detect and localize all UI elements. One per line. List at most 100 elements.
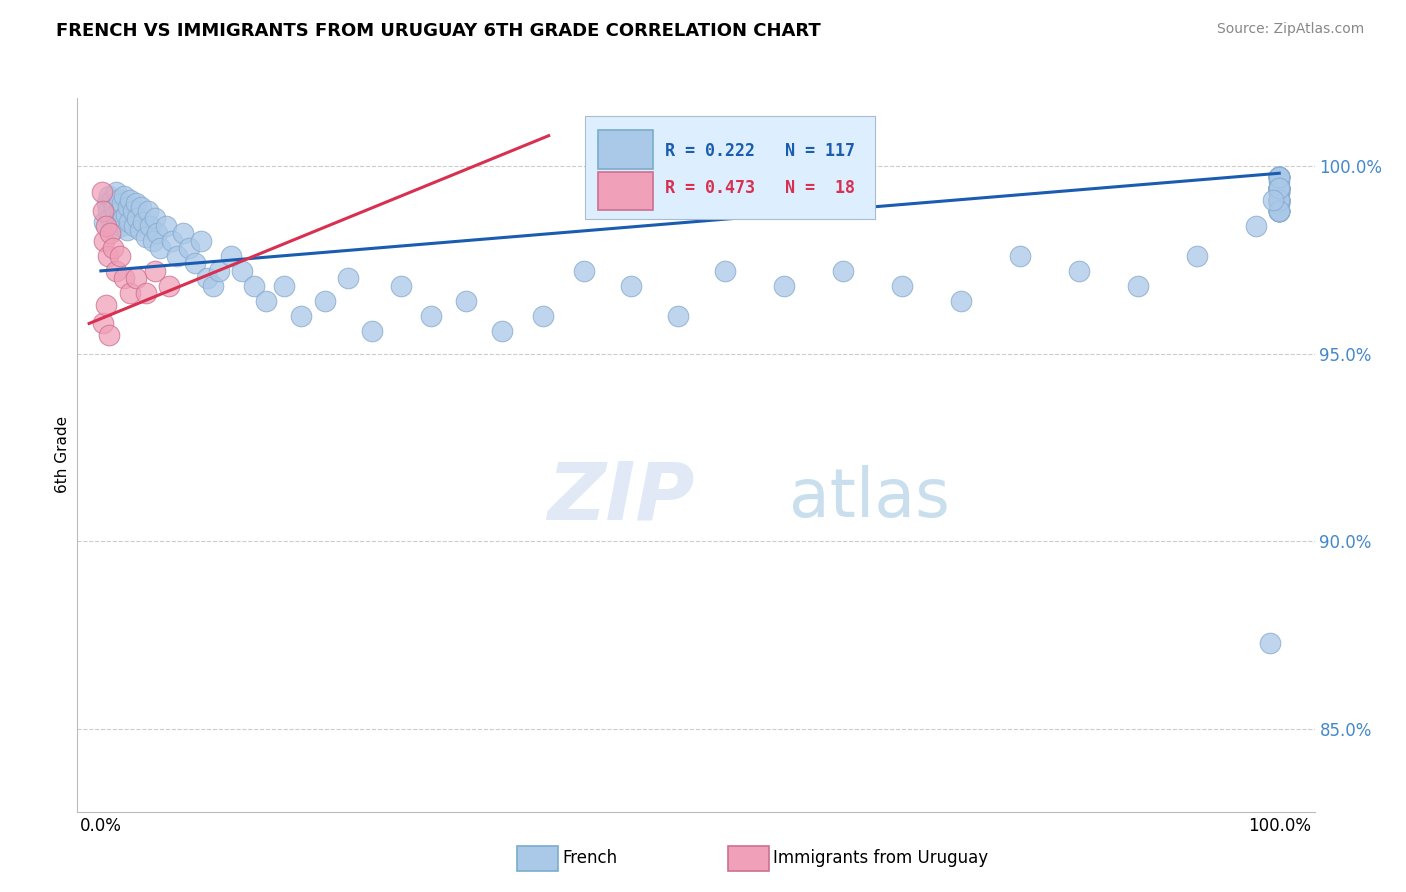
Point (91, 203, 114, 218)
Point (1126, 279, 1149, 293)
Point (98, 188, 121, 202)
Point (531, 309, 554, 323)
Point (179, 241, 201, 255)
Point (121, 203, 143, 218)
Point (93, 234, 115, 248)
Point (112, 211, 135, 226)
Point (155, 219, 177, 233)
Point (773, 279, 796, 293)
Point (114, 188, 136, 202)
Point (314, 293, 336, 308)
Point (1268, 181, 1291, 195)
Point (1268, 203, 1291, 218)
Point (1268, 181, 1291, 195)
Point (666, 309, 689, 323)
Point (1244, 219, 1267, 233)
Point (108, 203, 131, 218)
FancyBboxPatch shape (598, 171, 652, 211)
Point (143, 211, 166, 226)
Point (620, 279, 643, 293)
Point (101, 222, 124, 236)
Point (1008, 249, 1031, 263)
Point (127, 211, 149, 226)
Point (128, 222, 150, 236)
Point (143, 264, 166, 278)
Point (146, 227, 169, 241)
Point (1268, 169, 1291, 184)
Point (1268, 169, 1291, 184)
Point (1268, 181, 1291, 195)
Point (1268, 169, 1291, 184)
Point (97, 249, 120, 263)
FancyBboxPatch shape (598, 130, 652, 169)
Point (208, 264, 231, 278)
Point (100, 193, 122, 207)
Point (105, 215, 128, 229)
Point (419, 309, 441, 323)
Point (1268, 203, 1291, 218)
Point (195, 271, 218, 285)
Point (1268, 193, 1291, 207)
Point (1268, 196, 1291, 211)
Point (120, 193, 142, 207)
Point (101, 241, 124, 255)
Text: Immigrants from Uruguay: Immigrants from Uruguay (773, 849, 988, 867)
Point (891, 279, 914, 293)
Point (105, 185, 128, 199)
Point (1268, 203, 1291, 218)
Point (103, 200, 125, 214)
FancyBboxPatch shape (585, 116, 876, 219)
Point (832, 264, 855, 278)
Point (94, 219, 117, 233)
Text: atlas: atlas (789, 465, 949, 531)
Point (243, 279, 266, 293)
Point (91, 317, 114, 331)
Point (572, 264, 595, 278)
Point (98, 327, 121, 342)
Point (1268, 181, 1291, 195)
Point (1268, 193, 1291, 207)
Point (1268, 193, 1291, 207)
Point (1268, 203, 1291, 218)
Point (160, 234, 183, 248)
Point (714, 264, 737, 278)
Point (273, 279, 295, 293)
Text: French: French (562, 849, 617, 867)
Point (1263, 193, 1285, 207)
Point (111, 196, 134, 211)
Point (115, 222, 138, 236)
Text: R = 0.473   N =  18: R = 0.473 N = 18 (665, 178, 855, 197)
Point (157, 279, 180, 293)
Point (1268, 181, 1291, 195)
Point (190, 234, 212, 248)
Point (132, 215, 155, 229)
Point (108, 249, 131, 263)
Point (1258, 636, 1281, 650)
Point (1268, 181, 1291, 195)
Point (1268, 169, 1291, 184)
Point (1268, 185, 1291, 199)
Point (1268, 193, 1291, 207)
Point (107, 193, 129, 207)
Point (114, 271, 136, 285)
Point (1268, 193, 1291, 207)
Point (1268, 203, 1291, 218)
Point (1268, 193, 1291, 207)
Point (219, 249, 242, 263)
Point (135, 230, 157, 244)
Text: ZIP: ZIP (547, 458, 695, 537)
Point (231, 264, 253, 278)
Point (93, 215, 115, 229)
Point (166, 249, 188, 263)
Point (1268, 196, 1291, 211)
Point (98, 227, 121, 241)
Point (1268, 169, 1291, 184)
Point (1067, 264, 1090, 278)
Point (456, 293, 478, 308)
Point (96, 196, 118, 211)
Point (172, 227, 194, 241)
Point (98, 211, 121, 226)
Point (122, 219, 145, 233)
Point (1268, 203, 1291, 218)
Point (1268, 196, 1291, 211)
